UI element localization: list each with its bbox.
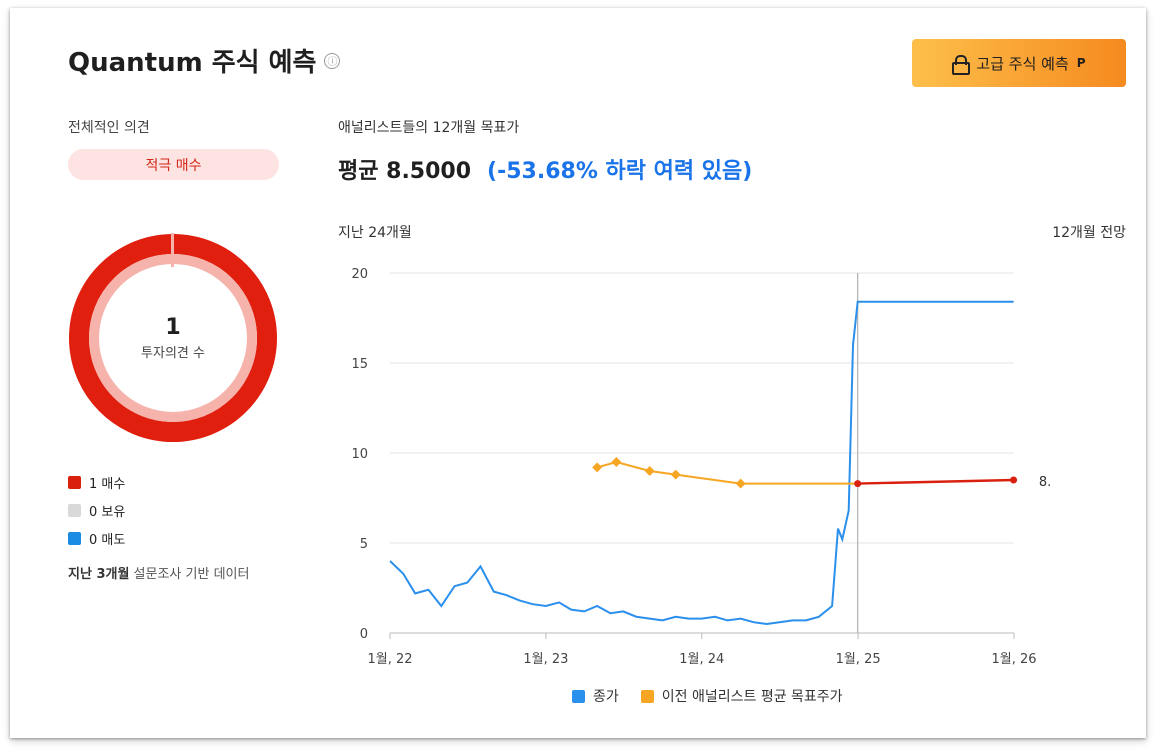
average-end-value: 8.5000 bbox=[1039, 475, 1050, 490]
prev-target-marker bbox=[735, 478, 746, 489]
prev-target-marker bbox=[592, 462, 603, 473]
prev-target-marker bbox=[611, 457, 622, 467]
close-price-swatch bbox=[572, 689, 585, 703]
analyst-target-label: 애널리스트들의 12개월 목표가 bbox=[338, 120, 520, 136]
pro-badge-icon: P bbox=[1076, 56, 1086, 70]
survey-note-period: 지난 3개월 bbox=[68, 567, 130, 582]
survey-note-text: 설문조사 기반 데이터 bbox=[129, 567, 250, 582]
legend-hold-label: 0 보유 bbox=[89, 504, 126, 520]
downside-percent: (-53.68% 하락 여력 있음) bbox=[487, 159, 753, 184]
premium-button-label: 고급 주식 예측 bbox=[976, 54, 1069, 73]
prev-target-marker bbox=[670, 469, 681, 480]
buy-swatch bbox=[68, 475, 81, 489]
average-start-dot bbox=[854, 480, 862, 488]
average-forecast-line bbox=[857, 478, 1014, 485]
legend-sell: 0 매도 bbox=[68, 524, 125, 552]
prev-target-swatch bbox=[640, 689, 654, 703]
x-tick-label: 1월, 25 bbox=[836, 652, 881, 667]
chart-legend: 종가 이전 애널리스트 평균 목표주가 bbox=[572, 686, 843, 706]
y-tick-label: 0 bbox=[360, 627, 368, 642]
average-target-value: 평균 8.5000 bbox=[338, 159, 472, 184]
forecast-card: Quantum 주식 예측 ⓘ 고급 주식 예측 P 전체적인 의견 적극 매수… bbox=[10, 8, 1146, 738]
x-tick-label: 1월, 22 bbox=[367, 652, 412, 667]
prev-target-line bbox=[596, 460, 858, 485]
legend-prev-target-label: 이전 애널리스트 평균 목표주가 bbox=[661, 689, 843, 705]
premium-forecast-button[interactable]: 고급 주식 예측 P bbox=[912, 39, 1126, 87]
legend-hold: 0 보유 bbox=[68, 496, 125, 524]
x-tick-label: 1월, 26 bbox=[991, 652, 1036, 667]
legend-close-price[interactable]: 종가 bbox=[572, 686, 619, 706]
y-tick-label: 10 bbox=[351, 447, 368, 462]
page-title: Quantum 주식 예측 ⓘ bbox=[68, 42, 341, 79]
overall-opinion-label: 전체적인 의견 bbox=[68, 120, 150, 136]
y-tick-label: 5 bbox=[360, 537, 368, 552]
legend-prev-target[interactable]: 이전 애널리스트 평균 목표주가 bbox=[640, 686, 843, 706]
donut-marker bbox=[171, 233, 174, 267]
rating-badge: 적극 매수 bbox=[68, 149, 279, 180]
sell-swatch bbox=[68, 531, 81, 545]
lock-icon bbox=[952, 55, 971, 75]
average-end-dot bbox=[1010, 476, 1018, 484]
opinion-count-label: 투자의견 수 bbox=[141, 346, 205, 361]
legend-buy: 1 매수 bbox=[68, 468, 125, 496]
title-text: Quantum 주식 예측 bbox=[68, 48, 317, 78]
opinion-count: 1 bbox=[165, 315, 181, 340]
close-price-line bbox=[389, 300, 1014, 626]
legend-close-label: 종가 bbox=[593, 689, 619, 705]
y-tick-label: 20 bbox=[351, 267, 368, 282]
hold-swatch bbox=[68, 503, 81, 517]
opinion-legend: 1 매수 0 보유 0 매도 bbox=[68, 468, 125, 552]
survey-note: 지난 3개월 설문조사 기반 데이터 bbox=[68, 563, 249, 582]
past-period-label: 지난 24개월 bbox=[338, 225, 412, 241]
info-icon[interactable]: ⓘ bbox=[324, 52, 341, 69]
x-tick-label: 1월, 24 bbox=[679, 652, 724, 667]
legend-buy-label: 1 매수 bbox=[89, 476, 126, 492]
y-tick-label: 15 bbox=[351, 357, 368, 372]
x-tick-label: 1월, 23 bbox=[523, 652, 568, 667]
prev-target-marker bbox=[644, 466, 655, 476]
legend-sell-label: 0 매도 bbox=[89, 532, 126, 548]
average-target: 평균 8.5000 (-53.68% 하락 여력 있음) bbox=[338, 153, 752, 185]
forecast-period-label: 12개월 전망 bbox=[1052, 225, 1126, 241]
opinion-donut: 1 투자의견 수 bbox=[68, 233, 278, 443]
